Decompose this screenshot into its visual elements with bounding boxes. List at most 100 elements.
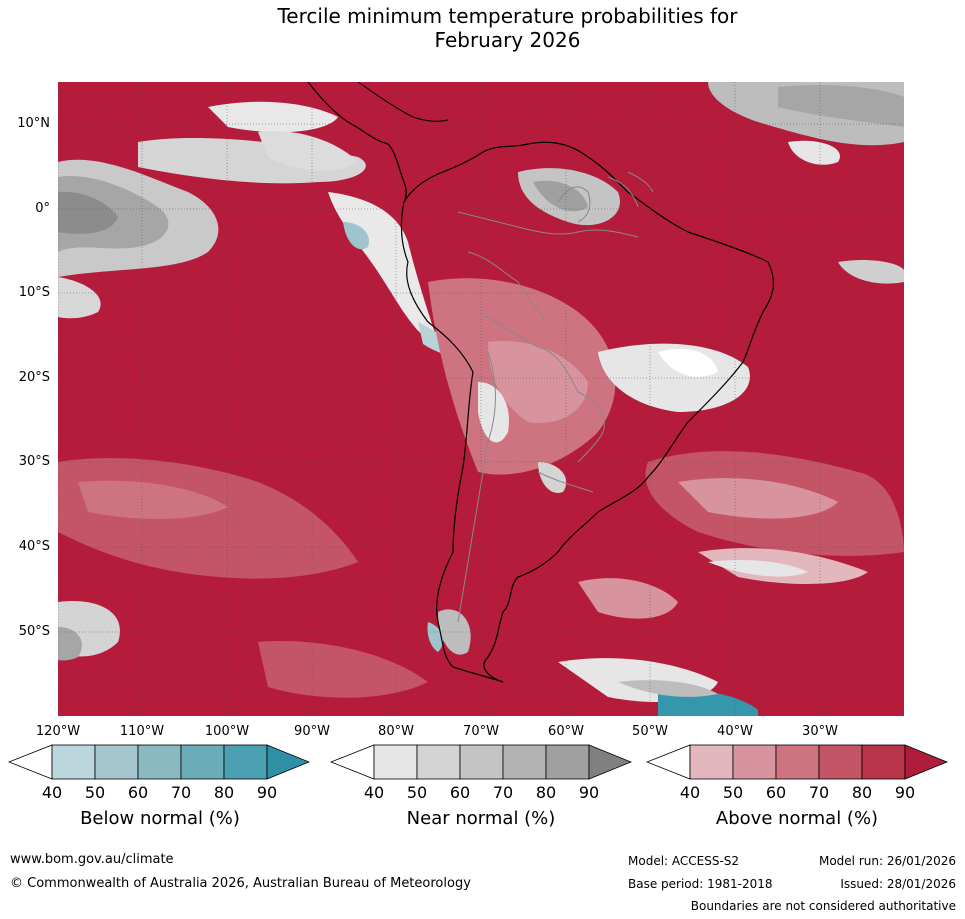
near-normal-region bbox=[788, 140, 840, 165]
map-title: Tercile minimum temperature probabilitie… bbox=[0, 4, 965, 52]
above-normal-region bbox=[258, 641, 428, 698]
colorbar-segment bbox=[51, 744, 96, 780]
colorbar-segment bbox=[818, 744, 863, 780]
above-normal-region bbox=[78, 480, 228, 519]
near-normal-region bbox=[538, 462, 567, 493]
copyright-text: © Commonwealth of Australia 2026, Austra… bbox=[10, 876, 471, 891]
near-normal-region bbox=[658, 348, 718, 377]
colorbar-title-above: Above normal (%) bbox=[715, 808, 879, 829]
base-period: Base period: 1981-2018 bbox=[628, 877, 773, 891]
lon-label: 100°W bbox=[204, 724, 250, 739]
colorbar-tick: 80 bbox=[535, 783, 557, 802]
colorbar-segment bbox=[775, 744, 820, 780]
colorbar-segment bbox=[373, 744, 418, 780]
colorbar-tick: 90 bbox=[894, 783, 916, 802]
colorbar-segment bbox=[904, 744, 948, 780]
near-normal-region bbox=[478, 382, 509, 443]
colorbar-tick: 70 bbox=[492, 783, 514, 802]
colorbar-title-below: Below normal (%) bbox=[80, 808, 240, 829]
probability-map bbox=[58, 82, 904, 716]
colorbar-near-normal bbox=[330, 744, 632, 780]
colorbar-segment bbox=[330, 744, 375, 780]
lon-label: 60°W bbox=[548, 724, 584, 739]
near-normal-region bbox=[58, 191, 118, 234]
title-line-1: Tercile minimum temperature probabilitie… bbox=[277, 4, 738, 28]
coastline bbox=[307, 82, 407, 203]
coastline bbox=[357, 82, 449, 122]
title-line-2: February 2026 bbox=[434, 28, 581, 52]
near-normal-region bbox=[58, 277, 101, 319]
colorbar-tick: 40 bbox=[363, 783, 385, 802]
colorbar-tick: 60 bbox=[127, 783, 149, 802]
colorbar-tick: 50 bbox=[722, 783, 744, 802]
colorbar-segment bbox=[689, 744, 734, 780]
lon-label: 90°W bbox=[294, 724, 330, 739]
colorbar-segment bbox=[137, 744, 182, 780]
colorbar-tick: 80 bbox=[213, 783, 235, 802]
lon-label: 120°W bbox=[35, 724, 81, 739]
lon-label: 40°W bbox=[717, 724, 753, 739]
lat-label: 20°S bbox=[18, 370, 50, 385]
colorbar-segment bbox=[223, 744, 268, 780]
below-normal-region bbox=[343, 222, 369, 250]
near-normal-region bbox=[258, 131, 358, 172]
colorbar-tick: 90 bbox=[578, 783, 600, 802]
colorbar-segment bbox=[588, 744, 632, 780]
above-normal-region bbox=[678, 478, 838, 519]
colorbar-segment bbox=[732, 744, 777, 780]
lon-label: 80°W bbox=[378, 724, 414, 739]
map-canvas bbox=[58, 82, 904, 716]
colorbar-segment bbox=[94, 744, 139, 780]
near-normal-region bbox=[708, 560, 808, 577]
model-run-date: Model run: 26/01/2026 bbox=[818, 854, 956, 868]
colorbar-tick: 70 bbox=[808, 783, 830, 802]
colorbar-tick: 50 bbox=[84, 783, 106, 802]
colorbar-segment bbox=[861, 744, 906, 780]
colorbar-segment bbox=[180, 744, 225, 780]
lat-label: 30°S bbox=[18, 454, 50, 469]
lon-label: 110°W bbox=[119, 724, 165, 739]
colorbar-tick: 60 bbox=[765, 783, 787, 802]
lat-label: 50°S bbox=[18, 624, 50, 639]
colorbar-tick: 60 bbox=[449, 783, 471, 802]
colorbar-tick: 80 bbox=[851, 783, 873, 802]
above-normal-region bbox=[488, 341, 588, 423]
colorbar-segment bbox=[416, 744, 461, 780]
issued-date: Issued: 28/01/2026 bbox=[840, 877, 956, 891]
colorbar-title-near: Near normal (%) bbox=[406, 808, 556, 829]
near-normal-region bbox=[838, 259, 904, 284]
colorbar-tick: 40 bbox=[41, 783, 63, 802]
lon-label: 50°W bbox=[632, 724, 668, 739]
near-normal-region bbox=[208, 101, 338, 133]
colorbar-segment bbox=[8, 744, 53, 780]
lon-label: 30°W bbox=[802, 724, 838, 739]
above-normal-region bbox=[578, 578, 678, 619]
colorbar-tick: 50 bbox=[406, 783, 428, 802]
near-normal-region bbox=[58, 627, 82, 661]
colorbar-segment bbox=[266, 744, 310, 780]
colorbar-segment bbox=[502, 744, 547, 780]
lat-label: 10°N bbox=[17, 116, 50, 131]
lat-label: 10°S bbox=[18, 285, 50, 300]
near-normal-region bbox=[618, 680, 718, 697]
near-normal-region bbox=[533, 180, 588, 212]
model-name: Model: ACCESS-S2 bbox=[628, 854, 740, 868]
country-borders bbox=[457, 171, 654, 623]
near-normal-region bbox=[778, 85, 904, 127]
colorbar-tick: 90 bbox=[256, 783, 278, 802]
below-normal-region bbox=[427, 622, 444, 652]
colorbar-segment bbox=[646, 744, 691, 780]
lon-label: 70°W bbox=[463, 724, 499, 739]
colorbar-below-normal bbox=[8, 744, 310, 780]
coastline bbox=[400, 141, 775, 683]
lat-label: 40°S bbox=[18, 539, 50, 554]
colorbar-tick: 40 bbox=[679, 783, 701, 802]
boundaries-disclaimer: Boundaries are not considered authoritat… bbox=[690, 899, 956, 913]
colorbar-tick: 70 bbox=[170, 783, 192, 802]
colorbar-segment bbox=[545, 744, 590, 780]
colorbar-above-normal bbox=[646, 744, 948, 780]
colorbar-segment bbox=[459, 744, 504, 780]
lat-label: 0° bbox=[35, 201, 50, 216]
website-link[interactable]: www.bom.gov.au/climate bbox=[10, 852, 174, 867]
graticule bbox=[58, 82, 904, 716]
